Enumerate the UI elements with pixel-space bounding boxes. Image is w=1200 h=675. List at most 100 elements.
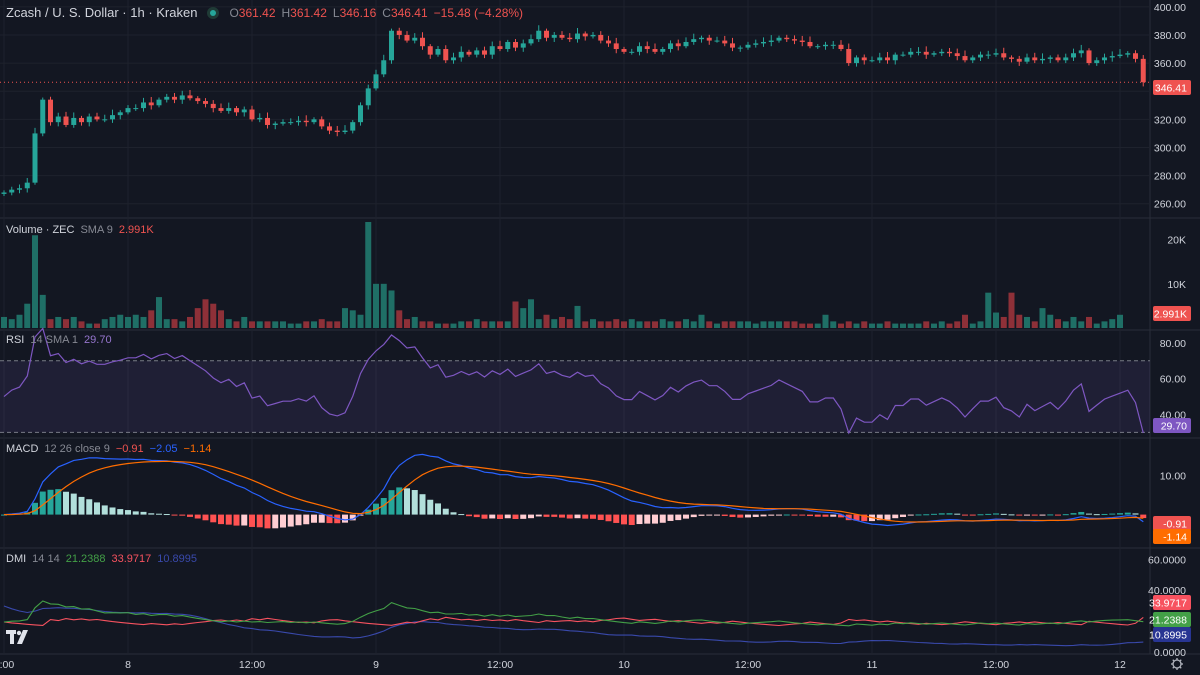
macd-histogram-bar[interactable]: [1008, 514, 1015, 516]
volume-bar[interactable]: [210, 303, 217, 328]
candle-body[interactable]: [985, 54, 991, 56]
volume-bar[interactable]: [954, 321, 961, 328]
volume-bar[interactable]: [1086, 316, 1092, 328]
macd-histogram-bar[interactable]: [1000, 513, 1007, 515]
macd-histogram-bar[interactable]: [597, 514, 604, 520]
volume-bar[interactable]: [799, 323, 806, 328]
macd-histogram-bar[interactable]: [1140, 514, 1147, 519]
candle-body[interactable]: [714, 40, 720, 42]
macd-histogram-bar[interactable]: [63, 491, 69, 515]
volume-bar[interactable]: [838, 323, 844, 328]
volume-bar[interactable]: [101, 319, 108, 328]
macd-histogram-bar[interactable]: [396, 487, 403, 515]
macd-histogram-bar[interactable]: [667, 514, 674, 521]
macd-histogram-bar[interactable]: [163, 514, 170, 516]
volume-bar[interactable]: [241, 316, 248, 328]
macd-histogram-bar[interactable]: [109, 507, 116, 515]
candle-body[interactable]: [1063, 57, 1069, 61]
candle-body[interactable]: [1040, 58, 1045, 61]
candle-body[interactable]: [885, 57, 890, 61]
candle-body[interactable]: [861, 57, 867, 61]
volume-bar[interactable]: [435, 323, 441, 328]
macd-histogram-bar[interactable]: [1132, 513, 1139, 515]
volume-bar[interactable]: [644, 321, 651, 328]
volume-bar[interactable]: [683, 319, 689, 328]
price-pane[interactable]: [0, 25, 1150, 197]
volume-bar[interactable]: [566, 319, 573, 328]
volume-bar[interactable]: [295, 323, 302, 328]
macd-histogram-bar[interactable]: [675, 514, 682, 521]
candle-body[interactable]: [621, 49, 627, 52]
volume-bar[interactable]: [163, 319, 170, 328]
candle-body[interactable]: [117, 112, 123, 116]
volume-bar[interactable]: [249, 321, 255, 328]
volume-bar[interactable]: [520, 308, 527, 328]
volume-bar[interactable]: [388, 290, 395, 328]
candle-body[interactable]: [1078, 50, 1084, 54]
volume-bar[interactable]: [721, 321, 728, 328]
macd-histogram-bar[interactable]: [838, 514, 844, 518]
candle-body[interactable]: [482, 50, 487, 55]
volume-bar[interactable]: [659, 319, 666, 328]
volume-bar[interactable]: [481, 321, 488, 328]
volume-bar[interactable]: [822, 314, 829, 328]
candle-body[interactable]: [730, 43, 735, 48]
volume-bar[interactable]: [528, 299, 534, 328]
volume-bar[interactable]: [559, 316, 565, 328]
macd-histogram-bar[interactable]: [535, 514, 542, 517]
macd-histogram-bar[interactable]: [380, 498, 387, 515]
macd-histogram-bar[interactable]: [861, 514, 868, 522]
macd-histogram-bar[interactable]: [721, 514, 728, 516]
volume-bar[interactable]: [869, 323, 875, 328]
candle-body[interactable]: [24, 182, 30, 189]
candle-body[interactable]: [48, 99, 53, 123]
candle-body[interactable]: [241, 109, 247, 113]
candle-body[interactable]: [722, 40, 728, 44]
volume-bar[interactable]: [830, 321, 837, 328]
candle-body[interactable]: [17, 188, 22, 190]
volume-bar[interactable]: [923, 321, 930, 328]
candle-body[interactable]: [776, 37, 782, 41]
candle-body[interactable]: [435, 49, 441, 55]
macd-histogram-bar[interactable]: [791, 514, 798, 516]
macd-histogram-bar[interactable]: [101, 505, 108, 515]
volume-bar[interactable]: [349, 310, 356, 328]
volume-bar[interactable]: [450, 323, 457, 328]
macd-histogram-bar[interactable]: [574, 514, 581, 519]
candle-body[interactable]: [799, 40, 805, 42]
macd-histogram-bar[interactable]: [458, 514, 465, 516]
macd-histogram-bar[interactable]: [745, 514, 751, 518]
volume-bar[interactable]: [900, 323, 906, 328]
macd-histogram-bar[interactable]: [876, 514, 883, 521]
volume-bar[interactable]: [768, 321, 775, 328]
volume-bar[interactable]: [628, 319, 635, 328]
volume-bar[interactable]: [853, 323, 860, 328]
dmi-legend[interactable]: DMI 14 14 21.2388 33.9717 10.8995: [6, 553, 197, 565]
candle-body[interactable]: [303, 120, 309, 123]
macd-histogram-bar[interactable]: [714, 514, 720, 516]
candle-body[interactable]: [668, 43, 673, 50]
volume-bar[interactable]: [109, 316, 116, 328]
volume-bar[interactable]: [32, 235, 38, 328]
volume-bar[interactable]: [667, 321, 674, 328]
volume-bar[interactable]: [256, 321, 263, 328]
volume-bar[interactable]: [1000, 316, 1007, 328]
volume-bar[interactable]: [365, 222, 372, 328]
candle-body[interactable]: [497, 46, 503, 50]
candle-body[interactable]: [1102, 57, 1107, 61]
candle-body[interactable]: [195, 98, 201, 102]
macd-histogram-bar[interactable]: [923, 514, 930, 516]
volume-bar[interactable]: [287, 323, 294, 328]
volume-bar[interactable]: [582, 321, 589, 328]
macd-histogram-bar[interactable]: [210, 514, 217, 523]
macd-histogram-bar[interactable]: [466, 514, 472, 517]
candle-body[interactable]: [350, 122, 356, 131]
volume-bar[interactable]: [39, 294, 46, 328]
macd-histogram-bar[interactable]: [993, 513, 999, 515]
candle-body[interactable]: [644, 46, 650, 50]
settings-gear-icon[interactable]: [1171, 658, 1183, 670]
candle-body[interactable]: [544, 30, 549, 38]
candle-body[interactable]: [1024, 57, 1030, 62]
candle-body[interactable]: [319, 119, 325, 127]
